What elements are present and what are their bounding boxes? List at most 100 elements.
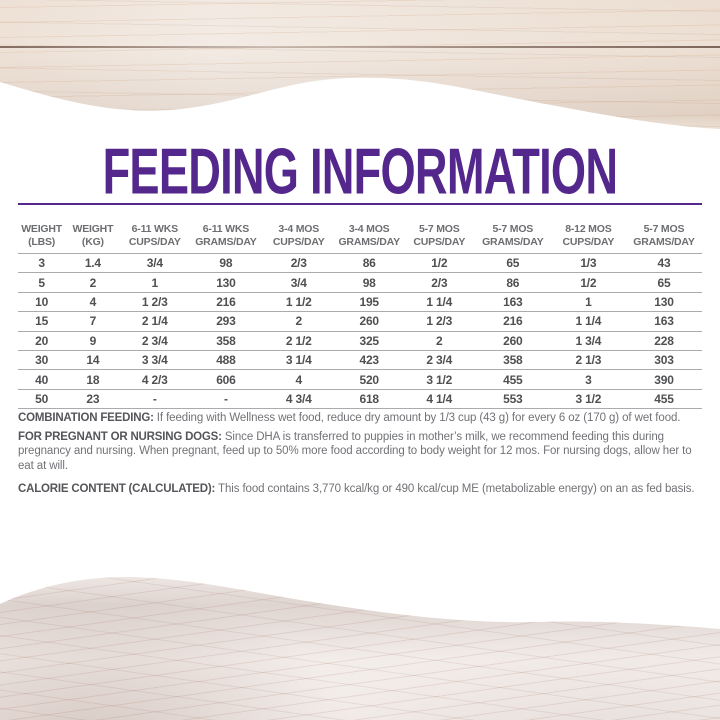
- table-cell: 2 1/3: [575, 353, 602, 368]
- note-text: Since DHA is transferred to puppies in m…: [18, 430, 692, 472]
- table-cell: 30: [35, 353, 49, 368]
- table-cell: 2 3/4: [141, 333, 168, 348]
- table-cell: 43: [657, 256, 671, 271]
- table-cell: 3: [38, 256, 45, 271]
- table-cell: 20: [35, 333, 49, 348]
- table-cell: 98: [219, 256, 233, 271]
- wood-plank-seam: [0, 46, 720, 48]
- notes-section: COMBINATION FEEDING: If feeding with Wel…: [18, 411, 707, 501]
- note-text: If feeding with Wellness wet food, reduc…: [153, 412, 681, 424]
- table-cell: 1 2/3: [426, 314, 453, 329]
- table-row: 50 23 - - 4 3/4 618 4 1/4 553 3 1/2 455: [18, 390, 702, 410]
- table-cell: 1 1/4: [426, 294, 453, 309]
- table-cell: 1 3/4: [575, 333, 602, 348]
- title-container: FEEDING INFORMATION: [0, 139, 720, 204]
- table-cell: 423: [359, 353, 379, 368]
- table-cell: 260: [359, 314, 379, 329]
- table-cell: 1 2/3: [141, 294, 168, 309]
- table-cell: 520: [359, 372, 379, 387]
- table-cell: 7: [89, 314, 97, 329]
- table-row: 30 14 3 3/4 488 3 1/4 423 2 3/4 358 2 1/3 303: [18, 351, 702, 371]
- table-cell: 130: [216, 275, 236, 290]
- feeding-table-body: 3 1.4 3/4 98 2/3 86 1/2 65 1/3 43 5 2 1 130 3/4 98 2/3 86…: [18, 254, 702, 410]
- table-cell: 2 1/4: [141, 314, 168, 329]
- table-row: 3 1.4 3/4 98 2/3 86 1/2 65 1/3 43: [18, 254, 702, 274]
- table-cell: 455: [503, 372, 523, 387]
- table-cell: 130: [654, 294, 674, 309]
- table-row: 5 2 1 130 3/4 98 2/3 86 1/2 65: [18, 273, 702, 293]
- column-header: 6-11 WKS CUPS/DAY: [128, 223, 181, 248]
- table-cell: 358: [503, 353, 523, 368]
- table-cell: 10: [35, 294, 49, 309]
- table-cell: 1.4: [84, 256, 101, 271]
- table-cell: 9: [89, 333, 97, 348]
- table-cell: 86: [362, 256, 376, 271]
- table-cell: 3 1/4: [285, 353, 312, 368]
- table-cell: 1: [151, 275, 159, 290]
- table-cell: 3/4: [290, 275, 307, 290]
- column-header: 5-7 MOS GRAMS/DAY: [633, 223, 695, 248]
- note-combination-feeding: COMBINATION FEEDING: If feeding with Wel…: [18, 411, 707, 426]
- table-cell: 15: [35, 314, 49, 329]
- table-cell: 260: [503, 333, 523, 348]
- table-cell: 3/4: [146, 256, 163, 271]
- table-cell: 3 1/2: [426, 372, 453, 387]
- column-header: 5-7 MOS GRAMS/DAY: [482, 223, 544, 248]
- column-header: 6-11 WKS GRAMS/DAY: [195, 223, 257, 248]
- table-cell: -: [152, 391, 157, 406]
- note-label: CALORIE CONTENT (CALCULATED):: [18, 483, 216, 495]
- title-divider: [18, 203, 702, 205]
- table-cell: 65: [657, 275, 671, 290]
- table-cell: 18: [86, 372, 100, 387]
- table-cell: 3 1/2: [575, 391, 602, 406]
- column-header: 8-12 MOS CUPS/DAY: [562, 223, 615, 248]
- table-cell: 2: [436, 333, 443, 348]
- table-cell: 216: [216, 294, 236, 309]
- table-cell: 455: [654, 391, 674, 406]
- table-cell: 618: [359, 391, 379, 406]
- table-cell: 228: [654, 333, 674, 348]
- table-cell: 390: [654, 372, 674, 387]
- table-cell: -: [224, 391, 228, 406]
- table-cell: 2 1/2: [285, 333, 312, 348]
- table-cell: 1: [585, 294, 592, 309]
- note-text: This food contains 3,770 kcal/kg or 490 …: [215, 483, 695, 495]
- table-cell: 98: [362, 275, 376, 290]
- column-header: WEIGHT (LBS): [21, 223, 62, 248]
- table-cell: 2: [295, 314, 302, 329]
- table-cell: 5: [38, 275, 45, 290]
- table-cell: 40: [35, 372, 49, 387]
- table-cell: 50: [35, 391, 49, 406]
- table-cell: 293: [216, 314, 236, 329]
- table-cell: 2: [89, 275, 97, 290]
- table-row: 40 18 4 2/3 606 4 520 3 1/2 455 3 390: [18, 370, 702, 390]
- table-cell: 2/3: [290, 256, 307, 271]
- table-cell: 4 1/4: [426, 391, 453, 406]
- table-cell: 303: [654, 353, 674, 368]
- note-calorie-content: CALORIE CONTENT (CALCULATED): This food …: [18, 482, 707, 497]
- column-header: 5-7 MOS CUPS/DAY: [413, 223, 466, 248]
- table-cell: 65: [506, 256, 520, 271]
- note-label: COMBINATION FEEDING:: [18, 412, 154, 424]
- table-cell: 4: [89, 294, 97, 309]
- table-cell: 2/3: [431, 275, 448, 290]
- table-cell: 23: [86, 391, 100, 406]
- table-cell: 1 1/2: [285, 294, 312, 309]
- table-cell: 195: [359, 294, 379, 309]
- table-cell: 4 2/3: [141, 372, 168, 387]
- table-cell: 3: [585, 372, 592, 387]
- table-cell: 3 3/4: [141, 353, 168, 368]
- table-cell: 1/3: [580, 256, 597, 271]
- table-cell: 553: [503, 391, 523, 406]
- feeding-table-header: WEIGHT (LBS) WEIGHT (KG) 6-11 WKS CUPS/DAY 6-1…: [18, 219, 702, 254]
- table-cell: 1 1/4: [575, 314, 602, 329]
- table-row: 20 9 2 3/4 358 2 1/2 325 2 260 1 3/4 228: [18, 332, 702, 351]
- page-title: FEEDING INFORMATION: [102, 135, 618, 208]
- table-cell: 86: [506, 275, 520, 290]
- table-cell: 358: [216, 333, 236, 348]
- note-pregnant-nursing: FOR PREGNANT OR NURSING DOGS: Since DHA …: [18, 430, 707, 474]
- table-cell: 163: [503, 294, 523, 309]
- table-cell: 1/2: [580, 275, 597, 290]
- table-cell: 488: [216, 353, 236, 368]
